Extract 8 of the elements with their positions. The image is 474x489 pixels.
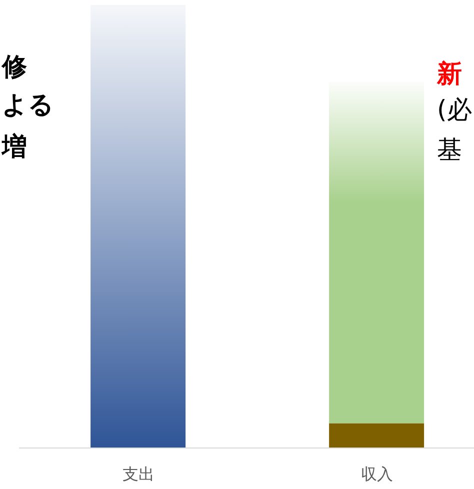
annotation: 増 [1, 132, 27, 161]
annotation: (必 [437, 95, 472, 124]
annotation: 新 [436, 59, 462, 88]
annotation: よる [2, 90, 54, 119]
x-tick-label: 支出 [122, 464, 154, 484]
x-tick-label: 収入 [360, 464, 393, 484]
annotation: 修 [1, 52, 27, 81]
annotation: 基 [437, 135, 462, 164]
